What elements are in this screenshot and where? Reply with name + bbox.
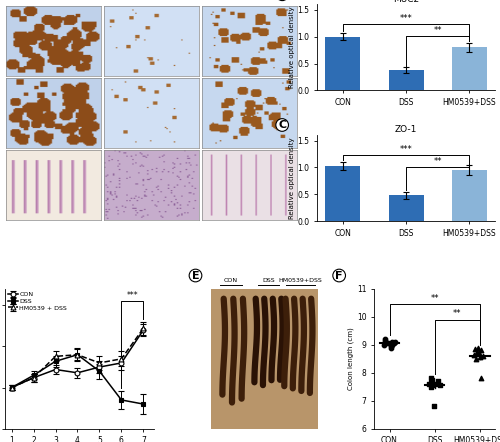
Point — [477, 347, 485, 354]
Point — [431, 381, 439, 388]
Point — [427, 375, 435, 382]
Point — [390, 340, 398, 347]
Legend: CON, DSS, HM0539 + DSS: CON, DSS, HM0539 + DSS — [8, 292, 67, 311]
Text: ***: *** — [126, 290, 138, 300]
Text: **: ** — [453, 309, 462, 318]
Title: ZO-1: ZO-1 — [395, 126, 417, 134]
Point — [386, 343, 394, 350]
Point — [434, 377, 442, 385]
Bar — [326, 166, 360, 221]
Point — [473, 348, 481, 355]
Point — [479, 352, 487, 359]
Point — [470, 351, 478, 358]
Title: MUC2: MUC2 — [393, 0, 419, 4]
Text: E: E — [192, 271, 200, 281]
Text: ***: *** — [400, 145, 412, 154]
Text: DSS: DSS — [262, 278, 275, 283]
Point — [425, 381, 433, 388]
Point — [428, 376, 436, 383]
Text: CON: CON — [224, 278, 238, 283]
Point — [430, 403, 438, 410]
Point — [436, 382, 444, 389]
Point — [427, 383, 435, 390]
Text: **: ** — [434, 157, 442, 166]
Point — [475, 350, 483, 357]
FancyBboxPatch shape — [211, 289, 318, 429]
Text: C: C — [278, 120, 286, 130]
Point — [386, 344, 394, 351]
Point — [388, 341, 396, 348]
Point — [391, 339, 399, 346]
Bar — [452, 170, 487, 221]
Bar — [388, 70, 424, 91]
Bar — [388, 195, 424, 221]
Text: HM0539+DSS: HM0539+DSS — [278, 278, 322, 283]
Point — [428, 382, 436, 389]
Point — [427, 379, 435, 386]
Y-axis label: Relative optical density: Relative optical density — [288, 7, 294, 88]
Point — [476, 375, 484, 382]
Text: ***: *** — [400, 14, 412, 23]
Point — [474, 344, 482, 351]
Point — [382, 337, 390, 344]
Point — [472, 355, 480, 362]
Point — [388, 339, 396, 346]
Text: **: ** — [434, 27, 442, 35]
Y-axis label: Colon length (cm): Colon length (cm) — [348, 328, 354, 390]
Text: F: F — [336, 271, 343, 281]
Point — [380, 341, 388, 348]
Point — [476, 354, 484, 361]
Bar — [452, 47, 487, 91]
Text: **: ** — [430, 294, 439, 303]
Point — [382, 336, 390, 343]
Point — [472, 346, 480, 353]
Bar — [326, 37, 360, 91]
Y-axis label: Relative optical density: Relative optical density — [288, 137, 294, 219]
Point — [384, 340, 392, 347]
